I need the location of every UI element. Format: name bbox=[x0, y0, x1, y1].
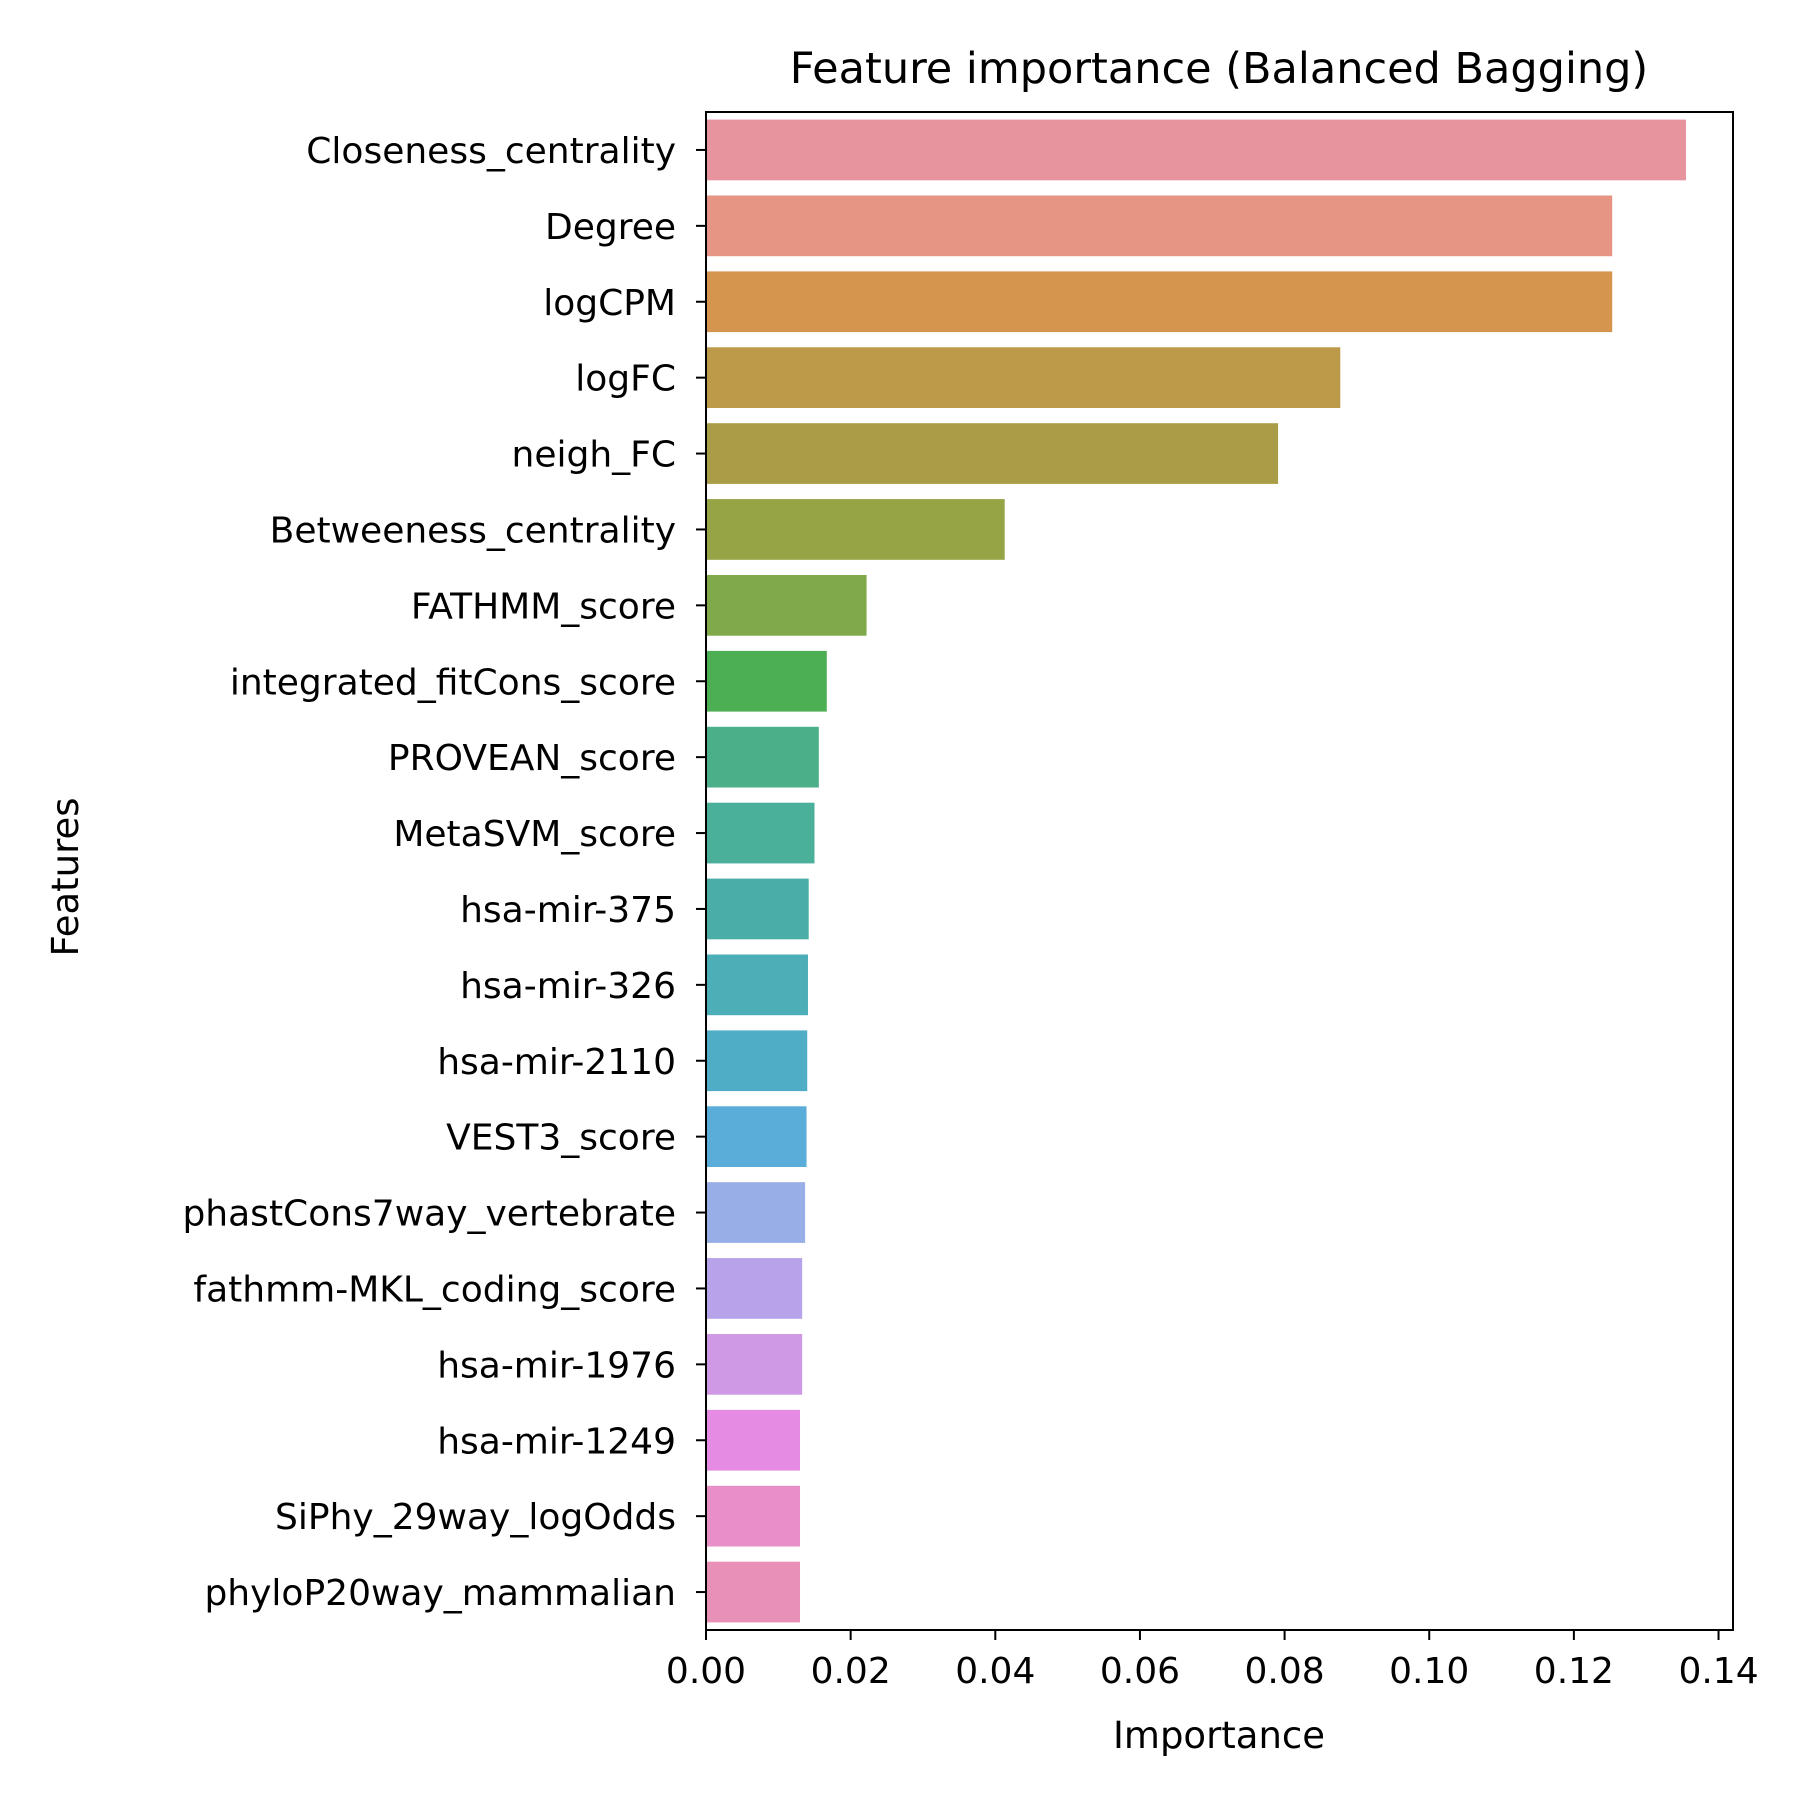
y-tick-label: phyloP20way_mammalian bbox=[204, 1573, 676, 1614]
y-tick-label: hsa-mir-326 bbox=[460, 966, 676, 1007]
bar-hsa-mir-375 bbox=[706, 878, 809, 940]
bar-logfc bbox=[706, 347, 1341, 409]
chart-title: Feature importance (Balanced Bagging) bbox=[790, 44, 1648, 94]
y-tick-label: Closeness_centrality bbox=[306, 131, 676, 172]
x-tick-label: 0.04 bbox=[955, 1651, 1035, 1692]
bars-group bbox=[706, 119, 1686, 1623]
bar-phastcons7way-vertebrate bbox=[706, 1182, 806, 1243]
y-tick-label: hsa-mir-1976 bbox=[437, 1345, 676, 1386]
bar-provean-score bbox=[706, 726, 819, 788]
x-tick-label: 0.08 bbox=[1245, 1651, 1325, 1692]
y-tick-label: neigh_FC bbox=[512, 435, 676, 476]
x-tick-label: 0.02 bbox=[811, 1651, 891, 1692]
bar-hsa-mir-1249 bbox=[706, 1409, 801, 1471]
y-ticks-group: Closeness_centrality Degree logCPM logFC nei… bbox=[182, 131, 706, 1614]
bar-metasvm-score bbox=[706, 802, 815, 864]
y-tick-label: logCPM bbox=[543, 283, 676, 324]
bar-integrated-fitcons-score bbox=[706, 650, 827, 712]
y-tick-label: PROVEAN_score bbox=[388, 738, 676, 779]
x-ticks-group: 0.00 0.02 0.04 0.06 0.08 0.10 0.12 0.14 bbox=[666, 1630, 1759, 1692]
x-tick-label: 0.06 bbox=[1100, 1651, 1180, 1692]
x-tick-label: 0.14 bbox=[1678, 1651, 1758, 1692]
bar-degree bbox=[706, 195, 1613, 257]
bar-hsa-mir-2110 bbox=[706, 1030, 808, 1092]
plot-frame bbox=[705, 111, 1734, 1631]
bar-closeness-centrality bbox=[706, 119, 1686, 181]
x-tick-label: 0.12 bbox=[1534, 1651, 1614, 1692]
bar-hsa-mir-326 bbox=[706, 954, 808, 1016]
x-tick-label: 0.00 bbox=[666, 1651, 746, 1692]
bar-phylop20way-mammalian bbox=[706, 1561, 801, 1623]
bar-fathmm-score bbox=[706, 574, 867, 636]
y-tick-label: VEST3_score bbox=[446, 1118, 676, 1159]
x-axis-label: Importance bbox=[1113, 1714, 1325, 1757]
bar-logcpm bbox=[706, 271, 1613, 333]
bar-neigh-fc bbox=[706, 423, 1279, 484]
y-tick-label: integrated_fitCons_score bbox=[230, 662, 676, 703]
y-tick-label: SiPhy_29way_logOdds bbox=[275, 1497, 676, 1538]
y-tick-label: hsa-mir-1249 bbox=[437, 1421, 676, 1462]
bar-siphy-29way-logodds bbox=[706, 1485, 801, 1547]
y-axis-label: Features bbox=[44, 797, 87, 956]
y-tick-label: hsa-mir-375 bbox=[460, 890, 676, 931]
y-tick-label: Betweeness_centrality bbox=[270, 510, 676, 551]
y-tick-label: Degree bbox=[545, 207, 676, 248]
y-tick-label: fathmm-MKL_coding_score bbox=[193, 1269, 676, 1310]
y-tick-label: FATHMM_score bbox=[411, 586, 676, 627]
y-tick-label: hsa-mir-2110 bbox=[437, 1042, 676, 1083]
bar-betweeness-centrality bbox=[706, 499, 1005, 560]
bar-fathmm-mkl-coding-score bbox=[706, 1258, 803, 1319]
y-tick-label: MetaSVM_score bbox=[393, 814, 676, 855]
bar-hsa-mir-1976 bbox=[706, 1333, 803, 1395]
x-tick-label: 0.10 bbox=[1389, 1651, 1469, 1692]
y-tick-label: logFC bbox=[575, 359, 676, 400]
bar-vest3-score bbox=[706, 1106, 807, 1168]
y-tick-label: phastCons7way_vertebrate bbox=[182, 1194, 676, 1235]
